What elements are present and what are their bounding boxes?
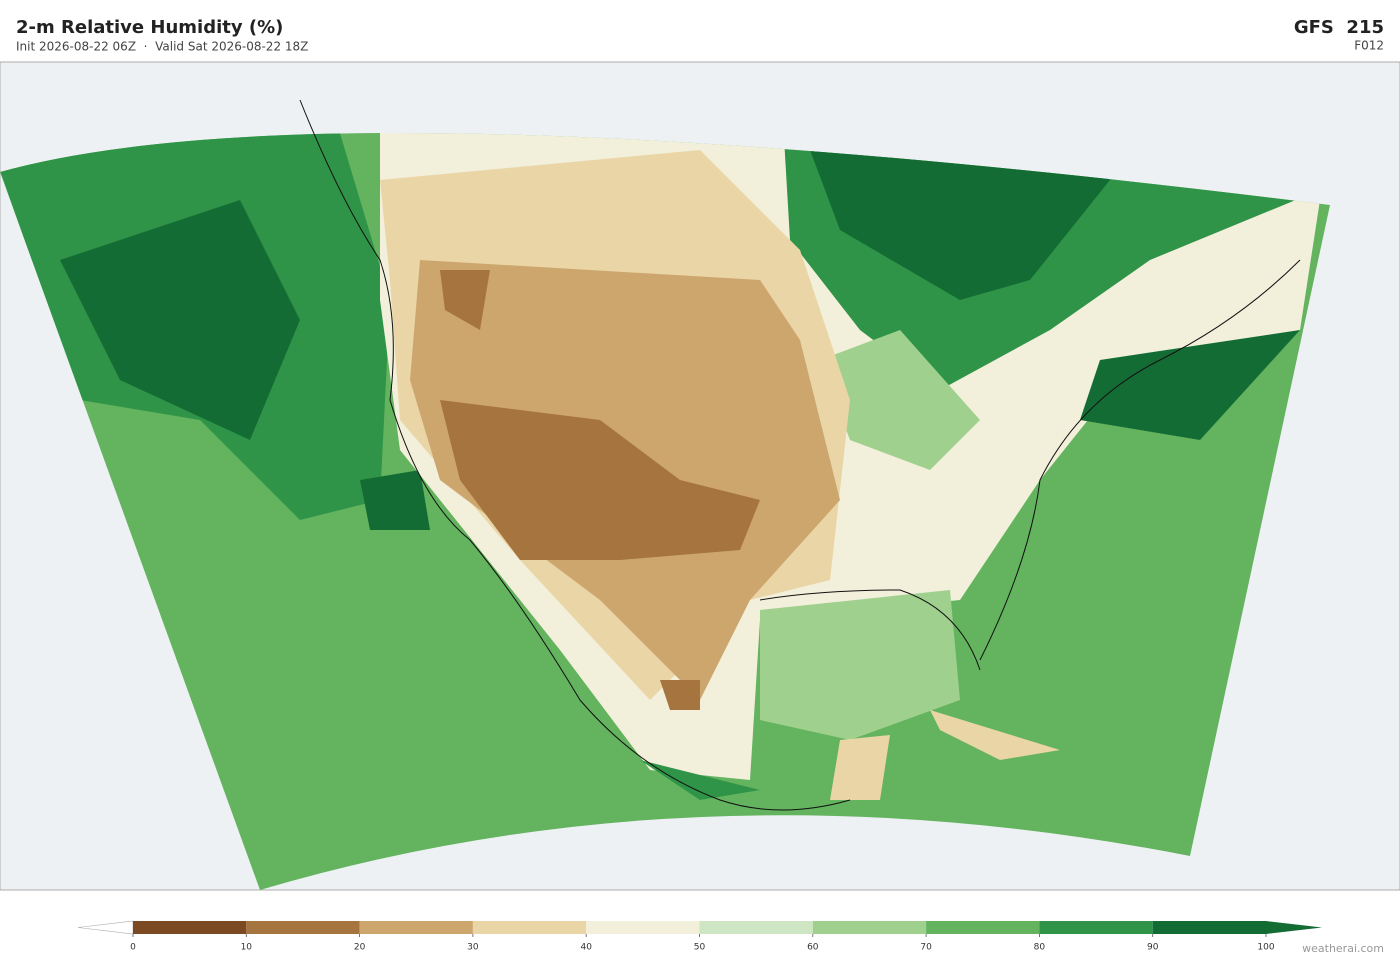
colorbar-tick-label: 10 <box>241 943 253 953</box>
colorbar-segment <box>926 921 1040 934</box>
colorbar-tick-label: 100 <box>1257 943 1274 953</box>
colorbar: 0 10 20 30 40 50 60 70 80 90 100 <box>77 920 1322 953</box>
colorbar-segment <box>812 921 927 934</box>
subtitle: Init 2026-08-22 06Z · Valid Sat 2026-08-… <box>16 40 308 54</box>
colorbar-segment <box>133 921 247 934</box>
colorbar-tick-label: 90 <box>1147 943 1159 953</box>
colorbar-over <box>1266 921 1322 934</box>
title: 2-m Relative Humidity (%) <box>16 17 283 38</box>
colorbar-under <box>77 920 134 935</box>
colorbar-segment <box>472 921 587 934</box>
colorbar-tick-label: 80 <box>1034 943 1046 953</box>
colorbar-segment <box>1152 921 1266 934</box>
colorbar-tick-label: 30 <box>467 943 479 953</box>
map <box>0 61 1400 891</box>
colorbar-segment <box>359 921 473 934</box>
colorbar-tick-label: 60 <box>807 943 819 953</box>
colorbar-segment <box>1039 921 1153 934</box>
credit: weatherai.com <box>1302 942 1384 955</box>
colorbar-segment <box>246 921 360 934</box>
colorbar-segment <box>586 921 700 934</box>
colorbar-tick-label: 20 <box>354 943 366 953</box>
colorbar-tick-label: 50 <box>694 943 706 953</box>
colorbar-tick-label: 70 <box>920 943 932 953</box>
colorbar-segment <box>699 921 813 934</box>
model: GFS 215 <box>1294 17 1384 38</box>
colorbar-tick-label: 0 <box>130 943 136 953</box>
colorbar-tick-label: 40 <box>580 943 592 953</box>
forecast: F012 <box>1354 39 1384 53</box>
